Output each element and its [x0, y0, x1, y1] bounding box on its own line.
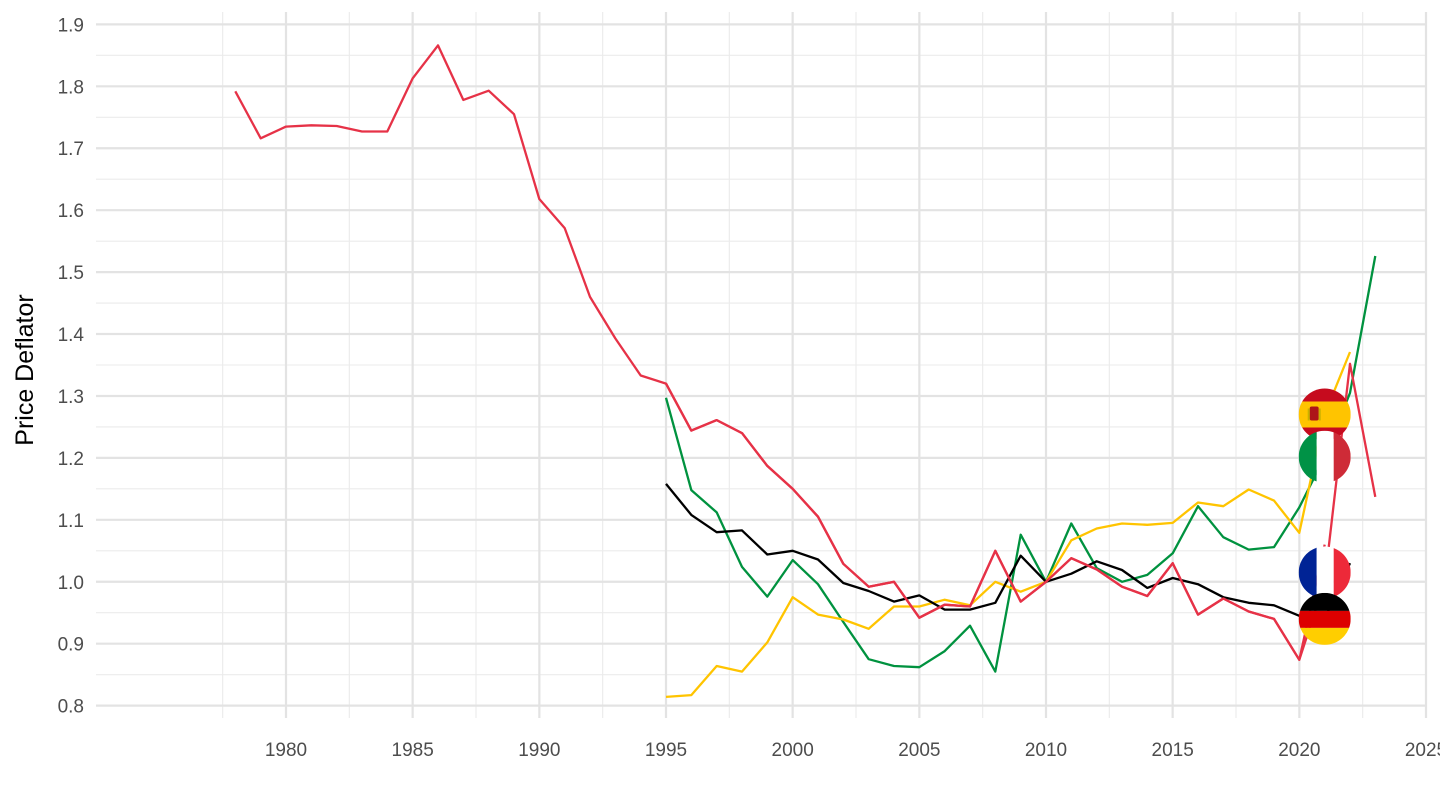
- y-axis-title: Price Deflator: [11, 294, 39, 445]
- series-line-5: [234, 44, 1377, 661]
- series-line-1: [664, 255, 1377, 673]
- x-tick-label: 2015: [1152, 740, 1194, 761]
- y-tick-label: 1.3: [58, 387, 84, 408]
- germany-flag-icon: [1298, 592, 1351, 645]
- series-lines: [234, 44, 1377, 699]
- y-tick-label: 0.9: [58, 635, 84, 656]
- y-tick-label: 1.4: [58, 325, 85, 346]
- y-tick-label: 1.0: [58, 573, 84, 594]
- y-tick-label: 1.6: [58, 201, 84, 222]
- france-flag-icon: [1298, 546, 1351, 599]
- x-tick-label: 2000: [772, 740, 814, 761]
- y-tick-label: 0.8: [58, 697, 84, 718]
- y-tick-label: 1.8: [58, 77, 84, 98]
- x-tick-label: 1985: [392, 740, 434, 761]
- major-gridlines: [96, 12, 1428, 718]
- series-line-2: [665, 351, 1352, 699]
- y-tick-label: 1.7: [58, 139, 84, 160]
- x-tick-label: 2020: [1278, 740, 1320, 761]
- y-tick-label: 1.1: [58, 511, 84, 532]
- y-tick-label: 1.2: [58, 449, 84, 470]
- series-line-4: [664, 383, 1326, 661]
- minor-gridlines: [96, 12, 1426, 718]
- tick-labels: 1980 1985 1990 1995 2000 2005 2010 2015 2020 2025…: [58, 15, 1440, 761]
- y-tick-label: 1.5: [58, 263, 84, 284]
- x-tick-label: 2025: [1405, 740, 1440, 761]
- x-tick-label: 1990: [518, 740, 560, 761]
- flag-markers: [1298, 388, 1351, 645]
- x-tick-label: 2005: [898, 740, 940, 761]
- series-line-3: [665, 483, 1352, 621]
- italy-flag-icon: [1298, 430, 1351, 483]
- y-tick-label: 1.9: [58, 15, 84, 36]
- x-tick-label: 1995: [645, 740, 687, 761]
- x-tick-label: 2010: [1025, 740, 1067, 761]
- x-tick-label: 1980: [265, 740, 307, 761]
